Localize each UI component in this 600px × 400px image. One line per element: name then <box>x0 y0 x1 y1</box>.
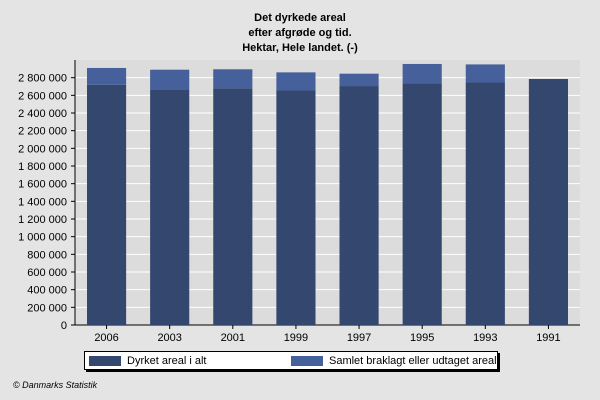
x-tick-label-1993: 1993 <box>473 332 497 344</box>
y-tick-label: 0 <box>61 320 67 332</box>
y-tick-label: 1 400 000 <box>18 196 67 208</box>
bar-2001-series-1 <box>213 88 253 326</box>
bar-2006-series-2 <box>86 67 127 85</box>
bar-1997-series-2 <box>339 73 379 87</box>
bar-1999-series-1 <box>276 90 316 325</box>
legend-label-series-2: Samlet braklagt eller udtaget areal <box>329 354 497 367</box>
x-tick-label-1999: 1999 <box>284 332 308 344</box>
y-tick-label: 1 800 000 <box>18 161 67 173</box>
bar-1997-series-1 <box>339 86 379 325</box>
chart-title-line-3: Hektar, Hele landet. (-) <box>242 42 358 54</box>
x-tick-label-1991: 1991 <box>536 332 560 344</box>
x-tick-label-2006: 2006 <box>94 332 118 344</box>
bar-2003-series-2 <box>150 69 190 90</box>
x-tick-label-1995: 1995 <box>410 332 434 344</box>
bar-1995-series-1 <box>402 83 442 326</box>
y-tick-label: 200 000 <box>27 302 67 314</box>
copyright-footer: © Danmarks Statistik <box>13 380 98 390</box>
y-tick-label: 800 000 <box>27 249 67 261</box>
legend: Dyrket areal i alt Samlet braklagt eller… <box>84 351 498 370</box>
bar-1995-series-2 <box>402 63 442 84</box>
chart-title-line-1: Det dyrkede areal <box>254 12 346 24</box>
legend-item-series-1: Dyrket areal i alt <box>89 352 206 369</box>
legend-swatch-series-2 <box>291 355 323 366</box>
x-tick-label-2001: 2001 <box>221 332 245 344</box>
bar-2006-series-1 <box>86 84 127 325</box>
y-tick-label: 2 000 000 <box>18 143 67 155</box>
bar-1999-series-2 <box>276 72 316 91</box>
legend-label-series-1: Dyrket areal i alt <box>127 354 207 367</box>
y-tick-label: 1 600 000 <box>18 179 67 191</box>
bar-2003-series-1 <box>150 89 190 325</box>
y-tick-label: 1 000 000 <box>18 232 67 244</box>
x-tick-label-1997: 1997 <box>347 332 371 344</box>
x-tick-label-2003: 2003 <box>157 332 181 344</box>
bar-1991-series-1 <box>528 78 569 325</box>
chart-title-line-2: efter afgrøde og tid. <box>248 27 352 39</box>
legend-swatch-series-1 <box>89 355 121 366</box>
y-tick-label: 1 200 000 <box>18 214 67 226</box>
bar-2001-series-2 <box>213 69 253 89</box>
y-tick-label: 2 600 000 <box>18 90 67 102</box>
y-tick-label: 2 800 000 <box>18 73 67 85</box>
y-tick-label: 2 200 000 <box>18 126 67 138</box>
bar-1993-series-1 <box>465 82 505 326</box>
legend-item-series-2: Samlet braklagt eller udtaget areal <box>291 352 497 369</box>
y-tick-label: 2 400 000 <box>18 108 67 120</box>
bar-1993-series-2 <box>465 64 505 83</box>
y-tick-label: 600 000 <box>27 267 67 279</box>
y-tick-label: 400 000 <box>27 285 67 297</box>
